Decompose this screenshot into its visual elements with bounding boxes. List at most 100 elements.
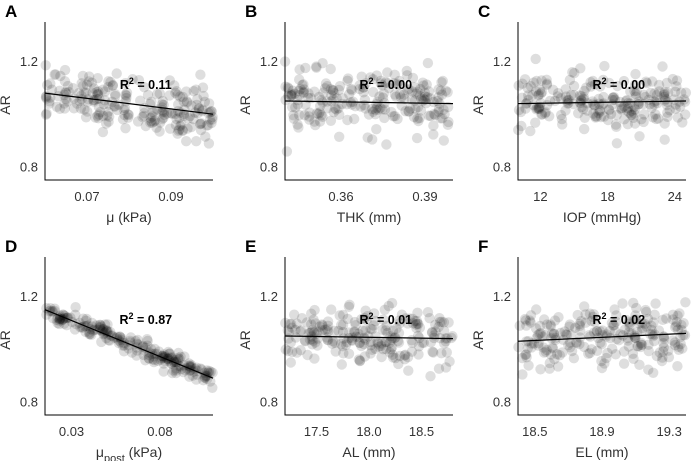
data-point	[164, 75, 175, 86]
data-point	[287, 101, 298, 113]
data-point	[669, 322, 681, 333]
data-point	[678, 318, 689, 329]
data-point	[544, 363, 555, 374]
data-point	[147, 111, 158, 122]
data-point	[550, 332, 561, 344]
data-point	[103, 76, 114, 87]
data-point	[365, 336, 376, 348]
data-point	[675, 101, 686, 113]
data-point	[359, 332, 370, 344]
data-point	[328, 107, 339, 118]
data-point	[181, 136, 192, 147]
data-point	[547, 342, 558, 353]
data-point	[54, 85, 65, 97]
data-point	[285, 90, 297, 101]
data-point	[402, 85, 413, 96]
data-point	[671, 320, 682, 332]
data-point	[107, 79, 119, 91]
data-point	[206, 106, 217, 117]
data-point	[44, 98, 55, 109]
data-point	[118, 104, 130, 116]
data-point	[547, 84, 559, 96]
data-point	[313, 108, 324, 120]
data-point	[613, 335, 624, 346]
data-point	[585, 331, 596, 342]
data-point	[564, 319, 576, 330]
data-point	[538, 342, 549, 353]
data-point	[380, 77, 391, 88]
data-point	[438, 325, 450, 336]
data-point	[446, 332, 457, 344]
data-point	[436, 316, 447, 327]
data-point	[367, 134, 378, 145]
data-point	[365, 348, 376, 359]
data-point	[95, 324, 106, 335]
data-point	[662, 87, 674, 98]
data-point	[186, 100, 197, 111]
data-point	[579, 85, 590, 97]
data-point	[170, 119, 182, 131]
data-point	[54, 315, 65, 326]
data-point	[117, 114, 129, 125]
data-point	[590, 112, 601, 123]
data-point	[615, 329, 626, 340]
data-point	[616, 104, 627, 115]
data-point	[570, 337, 582, 348]
data-point	[657, 352, 668, 363]
data-point	[659, 88, 670, 100]
data-point	[143, 349, 155, 361]
data-point	[393, 337, 405, 348]
data-point	[92, 110, 103, 122]
data-point	[290, 324, 301, 336]
data-point	[204, 114, 216, 125]
data-point	[354, 355, 366, 366]
data-point	[346, 83, 357, 95]
data-point	[317, 58, 328, 69]
data-point	[358, 338, 369, 350]
data-point	[203, 119, 214, 131]
data-point	[434, 313, 445, 324]
data-point	[81, 79, 93, 91]
data-point	[549, 354, 560, 365]
data-point	[103, 116, 114, 127]
data-point	[356, 340, 367, 352]
data-point	[158, 107, 170, 118]
data-point	[595, 111, 607, 123]
scatter-points	[279, 56, 454, 157]
data-point	[641, 321, 652, 332]
data-point	[587, 311, 599, 323]
data-point	[154, 126, 165, 137]
data-point	[626, 109, 637, 121]
data-point	[556, 113, 568, 125]
data-point	[116, 335, 127, 346]
data-point	[628, 101, 640, 113]
data-point	[645, 87, 656, 99]
data-point	[535, 88, 547, 99]
data-point	[444, 356, 455, 367]
data-point	[173, 125, 184, 136]
x-tick-label: 0.39	[412, 189, 437, 204]
data-point	[122, 109, 134, 120]
data-point	[159, 355, 171, 367]
data-point	[164, 352, 175, 363]
data-point	[192, 93, 203, 105]
data-point	[406, 94, 417, 105]
data-point	[98, 323, 109, 335]
data-point	[565, 89, 577, 101]
data-point	[516, 120, 527, 132]
data-point	[399, 350, 410, 361]
data-point	[187, 370, 198, 381]
data-point	[91, 320, 102, 331]
data-point	[536, 108, 548, 120]
data-point	[629, 86, 640, 97]
data-point	[343, 332, 355, 344]
x-tick-label: 0.08	[147, 424, 172, 439]
data-point	[96, 336, 107, 348]
data-point	[171, 113, 182, 125]
data-point	[59, 64, 71, 76]
regression-line	[517, 332, 687, 342]
data-point	[371, 102, 382, 114]
r-squared-label: R2 = 0.00	[359, 76, 412, 92]
data-point	[196, 118, 207, 129]
data-point	[298, 86, 309, 98]
